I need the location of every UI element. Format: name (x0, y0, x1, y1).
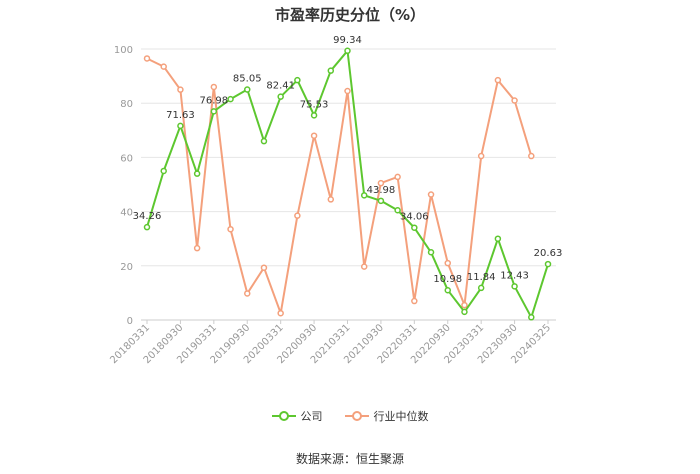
data-label: 76.98 (200, 95, 229, 106)
data-label: 20.63 (534, 248, 563, 259)
legend-company-marker-icon (271, 411, 296, 421)
y-tick-label: 20 (120, 262, 133, 273)
legend-item-industry-median[interactable]: 行业中位数 (344, 408, 429, 424)
y-tick-label: 80 (120, 99, 133, 110)
data-point-1[interactable] (294, 212, 301, 219)
legend-item-company[interactable]: 公司 (271, 408, 323, 424)
data-point-0[interactable] (411, 224, 418, 231)
data-point-0[interactable] (277, 93, 284, 100)
data-point-1[interactable] (344, 87, 351, 95)
data-point-0[interactable] (310, 112, 318, 119)
legend-label-company: 公司 (300, 410, 323, 423)
data-label: 11.84 (467, 272, 496, 283)
data-point-1[interactable] (310, 132, 318, 139)
data-point-0[interactable] (444, 286, 451, 294)
series-lines (143, 47, 552, 321)
data-label: 34.06 (400, 212, 429, 223)
data-point-1[interactable] (411, 297, 418, 305)
data-point-1[interactable] (177, 86, 184, 93)
data-point-0[interactable] (394, 206, 401, 214)
data-point-0[interactable] (244, 86, 251, 93)
data-label: 43.98 (367, 185, 396, 196)
data-label: 10.98 (433, 274, 462, 285)
data-point-1[interactable] (260, 264, 268, 271)
data-point-0[interactable] (360, 192, 368, 199)
data-point-1[interactable] (477, 152, 485, 160)
data-labels: 34.26 71.63 76.98 85.05 82.41 75.53 99.34 43.98… (133, 35, 563, 285)
data-point-0[interactable] (427, 249, 435, 256)
axes: 0204060801002018033120180930201903312019… (108, 45, 556, 366)
chart-title: 市盈率历史分位（%） (274, 6, 426, 24)
data-point-0[interactable] (344, 47, 351, 55)
data-point-0[interactable] (477, 284, 485, 292)
data-point-1[interactable] (244, 290, 251, 297)
y-tick-label: 0 (127, 316, 133, 327)
data-point-1[interactable] (444, 259, 451, 267)
data-point-1[interactable] (210, 83, 218, 91)
data-label: 71.63 (166, 110, 195, 121)
data-point-0[interactable] (177, 122, 184, 130)
data-point-1[interactable] (160, 63, 167, 70)
data-point-1[interactable] (277, 309, 284, 317)
data-point-1[interactable] (528, 152, 535, 160)
y-tick-label: 40 (120, 208, 133, 219)
data-point-0[interactable] (544, 260, 552, 268)
data-point-1[interactable] (394, 173, 401, 181)
data-label: 82.41 (266, 81, 295, 92)
data-point-0[interactable] (210, 108, 218, 115)
data-point-0[interactable] (511, 283, 518, 290)
series-line-1 (146, 57, 533, 315)
data-label: 75.53 (300, 99, 329, 110)
data-point-0[interactable] (377, 197, 385, 205)
data-point-0[interactable] (494, 235, 502, 242)
data-point-0[interactable] (143, 223, 151, 231)
data-point-1[interactable] (427, 191, 435, 198)
data-point-0[interactable] (193, 170, 201, 177)
data-point-1[interactable] (143, 55, 151, 62)
data-point-1[interactable] (461, 301, 468, 309)
data-point-0[interactable] (260, 137, 268, 145)
data-point-0[interactable] (294, 76, 301, 84)
data-label: 99.34 (333, 35, 362, 46)
data-point-1[interactable] (511, 97, 518, 104)
data-point-0[interactable] (528, 314, 535, 321)
y-tick-label: 60 (120, 153, 133, 164)
data-point-1[interactable] (360, 263, 368, 270)
legend: 公司 行业中位数 (0, 408, 700, 424)
data-label: 85.05 (233, 74, 262, 85)
data-point-0[interactable] (327, 67, 335, 74)
data-label: 34.26 (133, 211, 162, 222)
data-point-0[interactable] (227, 95, 234, 103)
legend-industry-marker-icon (344, 411, 369, 421)
y-tick-label: 100 (114, 45, 133, 56)
data-point-1[interactable] (327, 196, 335, 203)
data-point-0[interactable] (461, 308, 468, 316)
data-point-1[interactable] (494, 76, 502, 84)
data-point-0[interactable] (160, 167, 167, 175)
data-point-1[interactable] (377, 179, 385, 187)
data-point-1[interactable] (193, 244, 201, 252)
source-note: 数据来源：恒生聚源 (295, 452, 404, 466)
data-point-1[interactable] (227, 225, 234, 233)
data-label: 12.43 (500, 270, 529, 281)
legend-label-industry-median: 行业中位数 (373, 410, 429, 423)
